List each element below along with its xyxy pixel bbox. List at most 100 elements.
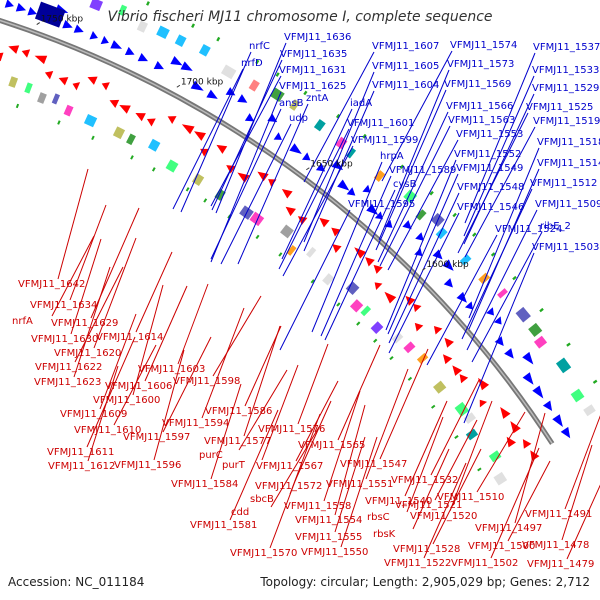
forward-gene-arrow[interactable] — [493, 316, 502, 325]
reverse-gene-label[interactable]: VFMJ11_1510 — [437, 492, 504, 503]
reverse-gene-label[interactable]: VFMJ11_1630 — [31, 334, 98, 345]
forward-gene-arrow[interactable] — [273, 132, 282, 140]
reverse-gene-label[interactable]: VFMJ11_1540 — [365, 496, 432, 507]
forward-gene-arrow[interactable] — [27, 6, 37, 16]
forward-gene-arrow[interactable] — [402, 220, 412, 230]
forward-gene-arrow[interactable] — [73, 24, 84, 33]
reverse-gene-label[interactable]: VFMJ11_1555 — [295, 532, 362, 543]
reverse-gene-arrow[interactable] — [181, 124, 195, 135]
forward-gene-arrow[interactable] — [110, 40, 123, 49]
reverse-gene-arrow[interactable] — [365, 257, 375, 267]
forward-gene-label[interactable]: VFMJ11_1519 — [533, 116, 600, 127]
reverse-gene-arrow[interactable] — [433, 325, 443, 335]
reverse-gene-arrow[interactable] — [119, 104, 131, 114]
forward-gene-arrow[interactable] — [532, 385, 544, 399]
reverse-gene-label[interactable]: rbsK — [373, 529, 396, 540]
reverse-gene-label[interactable]: VFMJ11_1491 — [525, 509, 592, 520]
forward-gene-arrow[interactable] — [153, 60, 164, 70]
forward-gene-arrow[interactable] — [100, 35, 109, 45]
reverse-gene-arrow[interactable] — [444, 337, 454, 348]
reverse-gene-label[interactable]: VFMJ11_1581 — [190, 520, 257, 531]
reverse-gene-arrow[interactable] — [319, 217, 330, 228]
reverse-gene-label[interactable]: VFMJ11_1598 — [173, 376, 240, 387]
forward-gene-arrow[interactable] — [244, 113, 255, 122]
forward-gene-label[interactable]: cysB — [393, 179, 417, 190]
forward-gene-arrow[interactable] — [289, 143, 302, 155]
reverse-gene-label[interactable]: VFMJ11_1622 — [35, 362, 102, 373]
reverse-gene-arrow[interactable] — [477, 377, 490, 391]
reverse-gene-label[interactable]: VFMJ11_1522 — [384, 558, 451, 569]
reverse-gene-arrow[interactable] — [21, 49, 31, 58]
reverse-gene-label[interactable]: VFMJ11_1558 — [284, 501, 351, 512]
forward-gene-arrow[interactable] — [4, 0, 14, 8]
reverse-gene-label[interactable]: VFMJ11_1610 — [74, 425, 141, 436]
reverse-gene-arrow[interactable] — [500, 406, 511, 419]
reverse-gene-arrow[interactable] — [87, 76, 98, 85]
reverse-gene-label[interactable]: VFMJ11_1620 — [54, 348, 121, 359]
forward-gene-arrow[interactable] — [494, 336, 504, 347]
forward-gene-label[interactable]: VFMJ11_1635 — [280, 49, 347, 60]
reverse-gene-label[interactable]: VFMJ11_1570 — [230, 548, 297, 559]
reverse-gene-label[interactable]: VFMJ11_1612 — [48, 461, 115, 472]
forward-gene-arrow[interactable] — [486, 307, 494, 316]
forward-gene-arrow[interactable] — [542, 400, 553, 411]
forward-gene-label[interactable]: VFMJ11_1514 — [537, 158, 600, 169]
reverse-gene-arrow[interactable] — [146, 118, 156, 127]
reverse-gene-label[interactable]: VFMJ11_1606 — [105, 381, 172, 392]
reverse-gene-arrow[interactable] — [281, 188, 293, 199]
reverse-gene-label[interactable]: VFMJ11_1554 — [295, 515, 362, 526]
reverse-gene-label[interactable]: VFMJ11_1614 — [96, 332, 163, 343]
forward-gene-arrow[interactable] — [442, 259, 454, 271]
reverse-gene-arrow[interactable] — [44, 70, 54, 80]
forward-gene-label[interactable]: VFMJ11_1518 — [537, 137, 600, 148]
reverse-gene-label[interactable]: VFMJ11_1478 — [522, 540, 589, 551]
reverse-gene-label[interactable]: VFMJ11_1634 — [30, 300, 97, 311]
reverse-gene-arrow[interactable] — [506, 436, 517, 448]
reverse-gene-label[interactable]: VFMJ11_1572 — [255, 481, 322, 492]
forward-gene-arrow[interactable] — [522, 372, 534, 385]
reverse-gene-label[interactable]: purT — [222, 460, 246, 471]
forward-gene-arrow[interactable] — [362, 184, 371, 193]
reverse-gene-arrow[interactable] — [34, 55, 48, 65]
reverse-gene-label[interactable]: VFMJ11_1547 — [340, 459, 407, 470]
forward-gene-arrow[interactable] — [124, 46, 135, 56]
forward-gene-label[interactable]: VFMJ11_1573 — [447, 59, 514, 70]
reverse-gene-arrow[interactable] — [459, 374, 469, 384]
forward-gene-arrow[interactable] — [170, 56, 183, 66]
forward-gene-arrow[interactable] — [180, 61, 193, 71]
forward-gene-label[interactable]: hrpA — [380, 151, 404, 162]
reverse-gene-label[interactable]: VFMJ11_1609 — [60, 409, 127, 420]
reverse-gene-label[interactable]: VFMJ11_1576 — [258, 424, 325, 435]
reverse-gene-arrow[interactable] — [135, 112, 146, 122]
reverse-gene-label[interactable]: VFMJ11_1550 — [301, 547, 368, 558]
forward-gene-label[interactable]: VFMJ11_1625 — [279, 81, 346, 92]
forward-gene-arrow[interactable] — [346, 187, 356, 196]
forward-gene-label[interactable]: VFMJ11_1599 — [351, 135, 418, 146]
reverse-gene-arrow[interactable] — [216, 144, 228, 154]
reverse-gene-label[interactable]: VFMJ11_1597 — [123, 432, 190, 443]
reverse-gene-arrow[interactable] — [452, 365, 463, 376]
reverse-gene-label[interactable]: VFMJ11_1586 — [205, 406, 272, 417]
forward-gene-label[interactable]: VFMJ11_1569 — [444, 79, 511, 90]
reverse-gene-label[interactable]: rbsC — [367, 512, 390, 523]
forward-gene-label[interactable]: iadA — [350, 98, 372, 109]
forward-gene-label[interactable]: VFMJ11_1605 — [372, 61, 439, 72]
reverse-gene-arrow[interactable] — [109, 99, 120, 109]
reverse-gene-label[interactable]: VFMJ11_1500 — [468, 541, 535, 552]
forward-gene-label[interactable]: VFMJ11_1529 — [532, 83, 599, 94]
reverse-gene-label[interactable]: VFMJ11_1479 — [527, 559, 594, 570]
reverse-gene-label[interactable]: nrfA — [12, 316, 33, 327]
forward-gene-arrow[interactable] — [237, 94, 248, 103]
forward-gene-arrow[interactable] — [190, 80, 204, 91]
forward-gene-label[interactable]: VFMJ11_1566 — [446, 101, 513, 112]
forward-gene-label[interactable]: ansB — [279, 98, 304, 109]
forward-gene-label[interactable]: VFMJ11_1524 — [495, 224, 562, 235]
reverse-gene-label[interactable]: cdd — [231, 507, 249, 518]
forward-gene-label[interactable]: VFMJ11_1548 — [457, 182, 524, 193]
reverse-gene-arrow[interactable] — [354, 247, 367, 259]
reverse-gene-label[interactable]: VFMJ11_1642 — [18, 279, 85, 290]
forward-gene-arrow[interactable] — [301, 152, 311, 161]
reverse-gene-label[interactable]: VFMJ11_1603 — [138, 364, 205, 375]
reverse-gene-arrow[interactable] — [167, 116, 177, 125]
forward-gene-label[interactable]: VFMJ11_1636 — [284, 32, 351, 43]
